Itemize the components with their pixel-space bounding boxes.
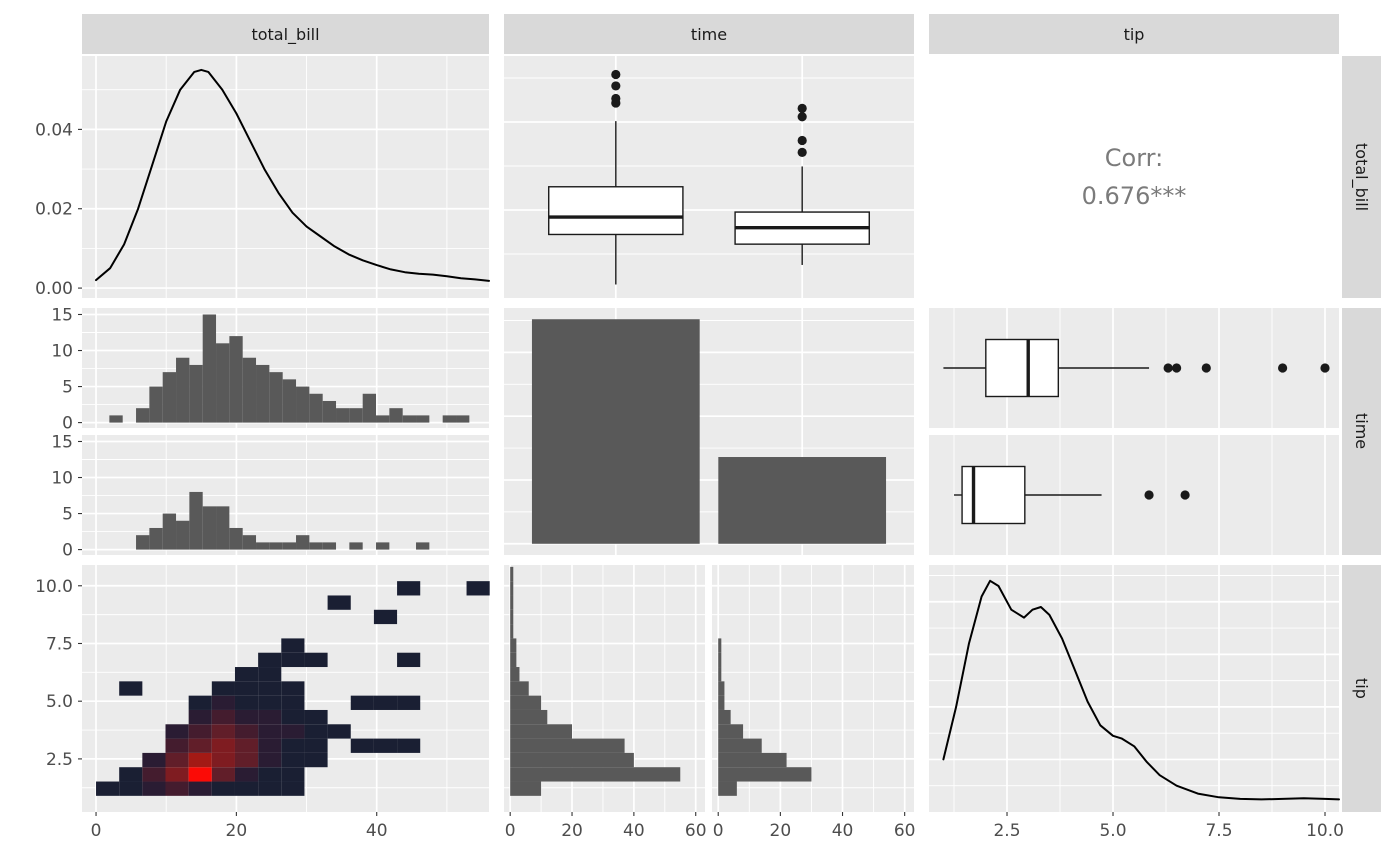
svg-text:40: 40 [832, 821, 854, 841]
svg-text:40: 40 [623, 821, 645, 841]
panel-density-total-bill: 0.00 0.02 0.04 [8, 56, 490, 299]
svg-text:20: 20 [226, 821, 248, 841]
svg-text:20: 20 [561, 821, 583, 841]
strip-right-time: time [1342, 308, 1381, 555]
svg-text:0.04: 0.04 [35, 120, 73, 140]
panel-boxplot-total-bill-by-time [504, 56, 914, 298]
strip-top-total-bill-label: total_bill [251, 24, 320, 44]
svg-text:5.0: 5.0 [46, 692, 73, 712]
panel-boxplot-tip-facet2 [929, 435, 1339, 555]
svg-text:7.5: 7.5 [46, 634, 73, 654]
strip-right-time-label: time [1352, 413, 1371, 450]
panel-density-tip: 2.5 5.0 7.5 10.0 [929, 565, 1344, 846]
svg-text:0: 0 [505, 821, 516, 841]
panel-boxplot-tip-facet1 [929, 308, 1339, 428]
strip-right-tip: tip [1342, 565, 1381, 812]
svg-text:20: 20 [770, 821, 792, 841]
strip-top-total-bill: total_bill [82, 14, 489, 54]
svg-text:5.0: 5.0 [1099, 821, 1126, 841]
facet-stack-hist-total-bill: 0 5 10 15 0 5 10 15 [8, 305, 489, 561]
svg-text:0: 0 [62, 541, 73, 561]
strip-right-total-bill: total_bill [1342, 56, 1381, 298]
svg-text:0: 0 [62, 414, 73, 434]
panel-hist-total-bill-facet1: 0 5 10 15 [8, 305, 489, 434]
svg-text:0: 0 [91, 821, 102, 841]
panel-bar-time-counts [504, 308, 914, 555]
strip-right-total-bill-label: total_bill [1352, 142, 1371, 212]
ggpairs-matrix: total_bill time tip 0.00 0.02 0.04 Corr: 0.… [8, 14, 1381, 846]
facet-row-hist-tip: 0 20 40 60 0 20 40 60 [504, 565, 916, 846]
panel-correlation-total-bill-tip: Corr: 0.676*** [929, 56, 1339, 298]
panel-hist-tip-facet1: 0 20 40 60 [504, 565, 707, 846]
svg-text:10.0: 10.0 [1306, 821, 1344, 841]
svg-text:5: 5 [62, 505, 73, 525]
svg-text:7.5: 7.5 [1205, 821, 1232, 841]
svg-text:0.02: 0.02 [35, 200, 73, 220]
svg-text:10.0: 10.0 [35, 577, 73, 597]
panel-hist-tip-facet2: 0 20 40 60 [712, 565, 916, 846]
svg-text:10: 10 [51, 469, 73, 489]
svg-text:5: 5 [62, 378, 73, 398]
panel-hist-total-bill-facet2: 0 5 10 15 [8, 432, 489, 561]
svg-text:15: 15 [51, 305, 73, 325]
strip-top-tip: tip [929, 14, 1339, 54]
svg-text:0.00: 0.00 [35, 279, 73, 299]
strip-top-time-label: time [690, 24, 728, 44]
facet-stack-box-tip [929, 308, 1339, 555]
svg-text:40: 40 [366, 821, 388, 841]
strip-top-time: time [504, 14, 914, 54]
svg-text:2.5: 2.5 [46, 750, 73, 770]
svg-text:60: 60 [894, 821, 916, 841]
strip-top-tip-label: tip [1123, 24, 1145, 44]
svg-text:0: 0 [713, 821, 724, 841]
svg-text:2.5: 2.5 [993, 821, 1020, 841]
panel-heatmap-total-bill-tip: 0 20 40 2.5 5.0 7.5 10.0 [8, 565, 490, 846]
svg-text:10: 10 [51, 342, 73, 362]
svg-text:60: 60 [685, 821, 707, 841]
strip-right-tip-label: tip [1352, 678, 1371, 699]
svg-text:0.676***: 0.676*** [1082, 182, 1187, 210]
svg-text:15: 15 [51, 432, 73, 452]
svg-text:Corr:: Corr: [1105, 144, 1163, 172]
